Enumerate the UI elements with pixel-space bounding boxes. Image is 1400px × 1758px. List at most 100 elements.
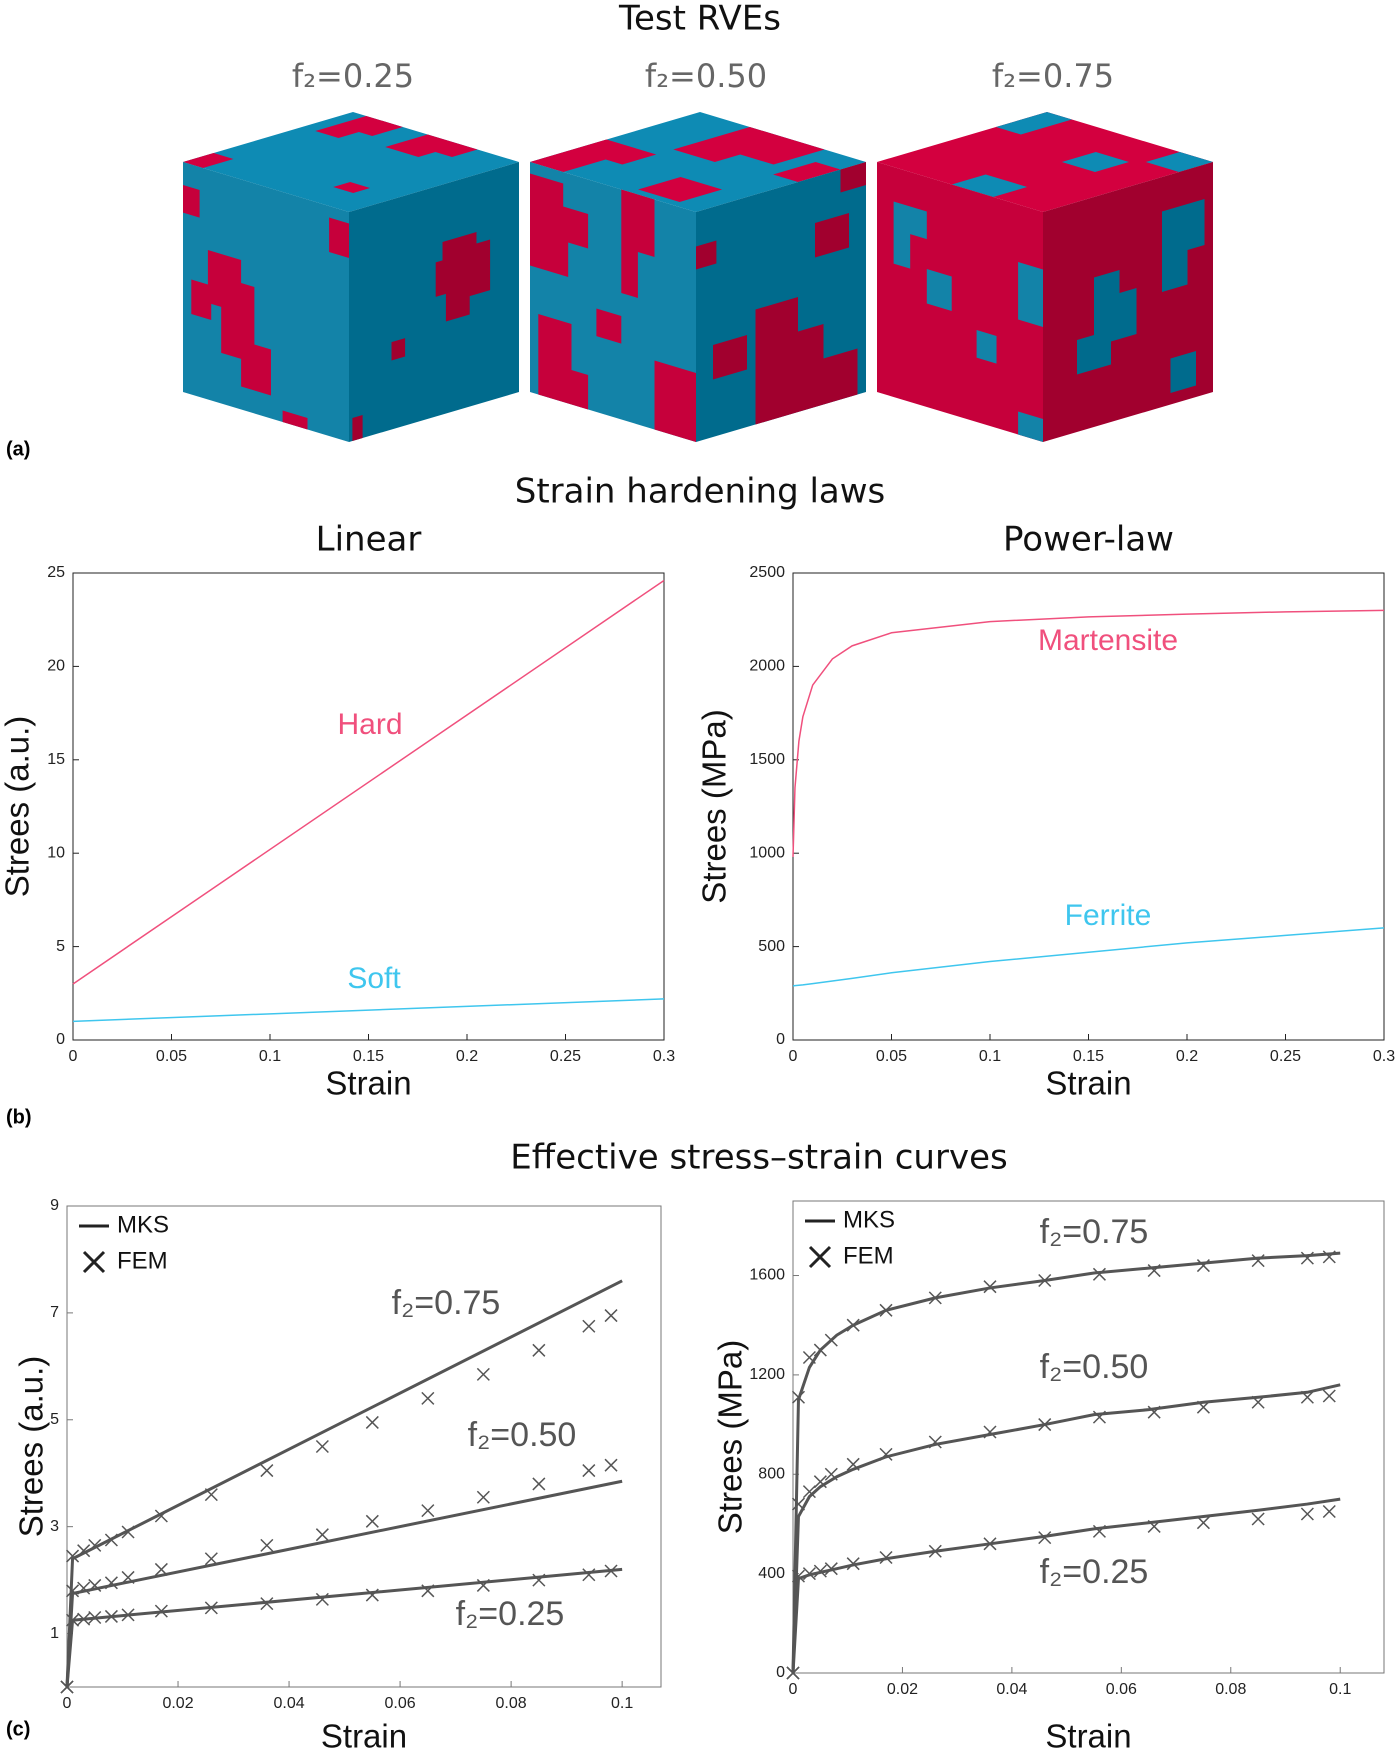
legend-label: MKS	[843, 1206, 895, 1233]
fem-marker	[77, 1581, 91, 1595]
series-line	[72, 998, 665, 1023]
fem-marker	[260, 1464, 274, 1478]
fem-marker	[88, 1538, 102, 1552]
y-tick-label: 1200	[749, 1366, 785, 1383]
fem-marker	[813, 1564, 827, 1578]
chart-title: Linear	[316, 520, 422, 560]
fem-marker	[879, 1550, 893, 1565]
fem-marker	[824, 1467, 838, 1481]
fem-marker	[260, 1538, 274, 1552]
y-tick-label: 1000	[749, 844, 785, 861]
series-line	[791, 1383, 1341, 1674]
x-tick-label: 0.02	[887, 1681, 918, 1698]
fem-marker	[1322, 1389, 1336, 1403]
fem-marker	[66, 1584, 80, 1598]
y-tick-label: 500	[758, 938, 785, 955]
fem-marker	[1300, 1251, 1314, 1265]
fem-marker	[88, 1578, 102, 1592]
fem-marker	[154, 1562, 168, 1576]
fem-marker	[204, 1601, 218, 1615]
y-tick-label: 1500	[749, 751, 785, 768]
fem-marker	[121, 1570, 135, 1584]
series-label: Hard	[337, 708, 402, 741]
series-label: f₂=0.50	[468, 1416, 577, 1454]
x-tick-label: 0.1	[979, 1048, 1001, 1065]
y-axis-label: Strees (MPa)	[712, 1340, 749, 1534]
fem-marker	[1251, 1512, 1265, 1526]
x-tick-label: 0.02	[162, 1695, 193, 1712]
series-label: f₂=0.75	[1040, 1213, 1149, 1251]
x-axis-label: Strain	[1045, 1718, 1131, 1755]
series-label: f₂=0.25	[1040, 1553, 1149, 1591]
fem-marker	[315, 1592, 329, 1606]
y-tick-label: 5	[56, 938, 65, 955]
fem-marker	[824, 1333, 838, 1347]
section-title: Effective stress–strain curves	[510, 1138, 1007, 1178]
fem-marker	[532, 1343, 546, 1357]
y-tick-label: 2000	[749, 658, 785, 675]
y-axis-label: Strees (MPa)	[696, 709, 733, 903]
y-tick-label: 1	[50, 1625, 59, 1642]
y-tick-label: 20	[47, 658, 65, 675]
legend-label: FEM	[117, 1247, 168, 1274]
fem-marker	[1038, 1273, 1052, 1288]
legend-label: MKS	[117, 1211, 169, 1238]
fem-marker	[1038, 1418, 1052, 1432]
series-label: f₂=0.75	[392, 1284, 501, 1322]
fem-marker	[786, 1666, 800, 1680]
fem-marker	[1322, 1504, 1336, 1519]
y-tick-label: 7	[50, 1304, 59, 1321]
y-axis-label: Strees (a.u.)	[0, 716, 36, 898]
fem-marker	[1092, 1267, 1106, 1281]
fem-marker	[582, 1464, 596, 1478]
y-tick-label: 1600	[749, 1267, 785, 1284]
fem-marker	[983, 1537, 997, 1551]
fem-marker	[813, 1475, 827, 1489]
series-line	[791, 1497, 1341, 1674]
series-label: Ferrite	[1065, 899, 1152, 932]
series-line	[792, 609, 1385, 857]
rve-label: f₂=0.75	[992, 57, 1114, 95]
x-tick-label: 0	[789, 1681, 798, 1698]
fem-marker	[983, 1425, 997, 1439]
fem-marker	[879, 1447, 893, 1461]
section-title: Strain hardening laws	[515, 472, 886, 512]
panel-label: (c)	[6, 1718, 30, 1740]
fem-marker	[1147, 1519, 1161, 1533]
fem-marker	[846, 1457, 860, 1471]
fem-marker	[802, 1567, 816, 1581]
x-tick-label: 0.2	[456, 1048, 478, 1065]
fem-marker	[582, 1319, 596, 1333]
y-tick-label: 0	[56, 1031, 65, 1048]
fem-marker	[365, 1588, 379, 1602]
y-tick-label: 2500	[749, 564, 785, 581]
x-tick-label: 0.08	[496, 1695, 527, 1712]
x-tick-label: 0.3	[653, 1048, 675, 1065]
y-tick-label: 5	[50, 1411, 59, 1428]
fem-marker	[1147, 1264, 1161, 1278]
y-tick-label: 400	[758, 1565, 785, 1582]
fem-marker	[928, 1291, 942, 1305]
legend-marker	[82, 1250, 106, 1274]
fem-marker	[1322, 1250, 1336, 1264]
rve-cube	[530, 112, 867, 442]
x-axis-label: Strain	[321, 1718, 407, 1755]
x-tick-label: 0.08	[1215, 1681, 1246, 1698]
fem-marker	[879, 1303, 893, 1317]
fem-marker	[421, 1391, 435, 1405]
fem-marker	[204, 1552, 218, 1566]
y-tick-label: 9	[50, 1197, 59, 1214]
series-line	[791, 1251, 1341, 1674]
series-label: Soft	[347, 962, 401, 995]
fem-marker	[604, 1458, 618, 1472]
fem-marker	[1038, 1531, 1052, 1545]
fem-marker	[476, 1490, 490, 1504]
fem-marker	[476, 1367, 490, 1381]
fem-marker	[421, 1504, 435, 1518]
fem-marker	[365, 1514, 379, 1528]
y-tick-label: 25	[47, 564, 65, 581]
series-line	[72, 579, 665, 985]
x-tick-label: 0.05	[876, 1048, 907, 1065]
fem-marker	[1251, 1254, 1265, 1268]
x-tick-label: 0.04	[273, 1695, 304, 1712]
